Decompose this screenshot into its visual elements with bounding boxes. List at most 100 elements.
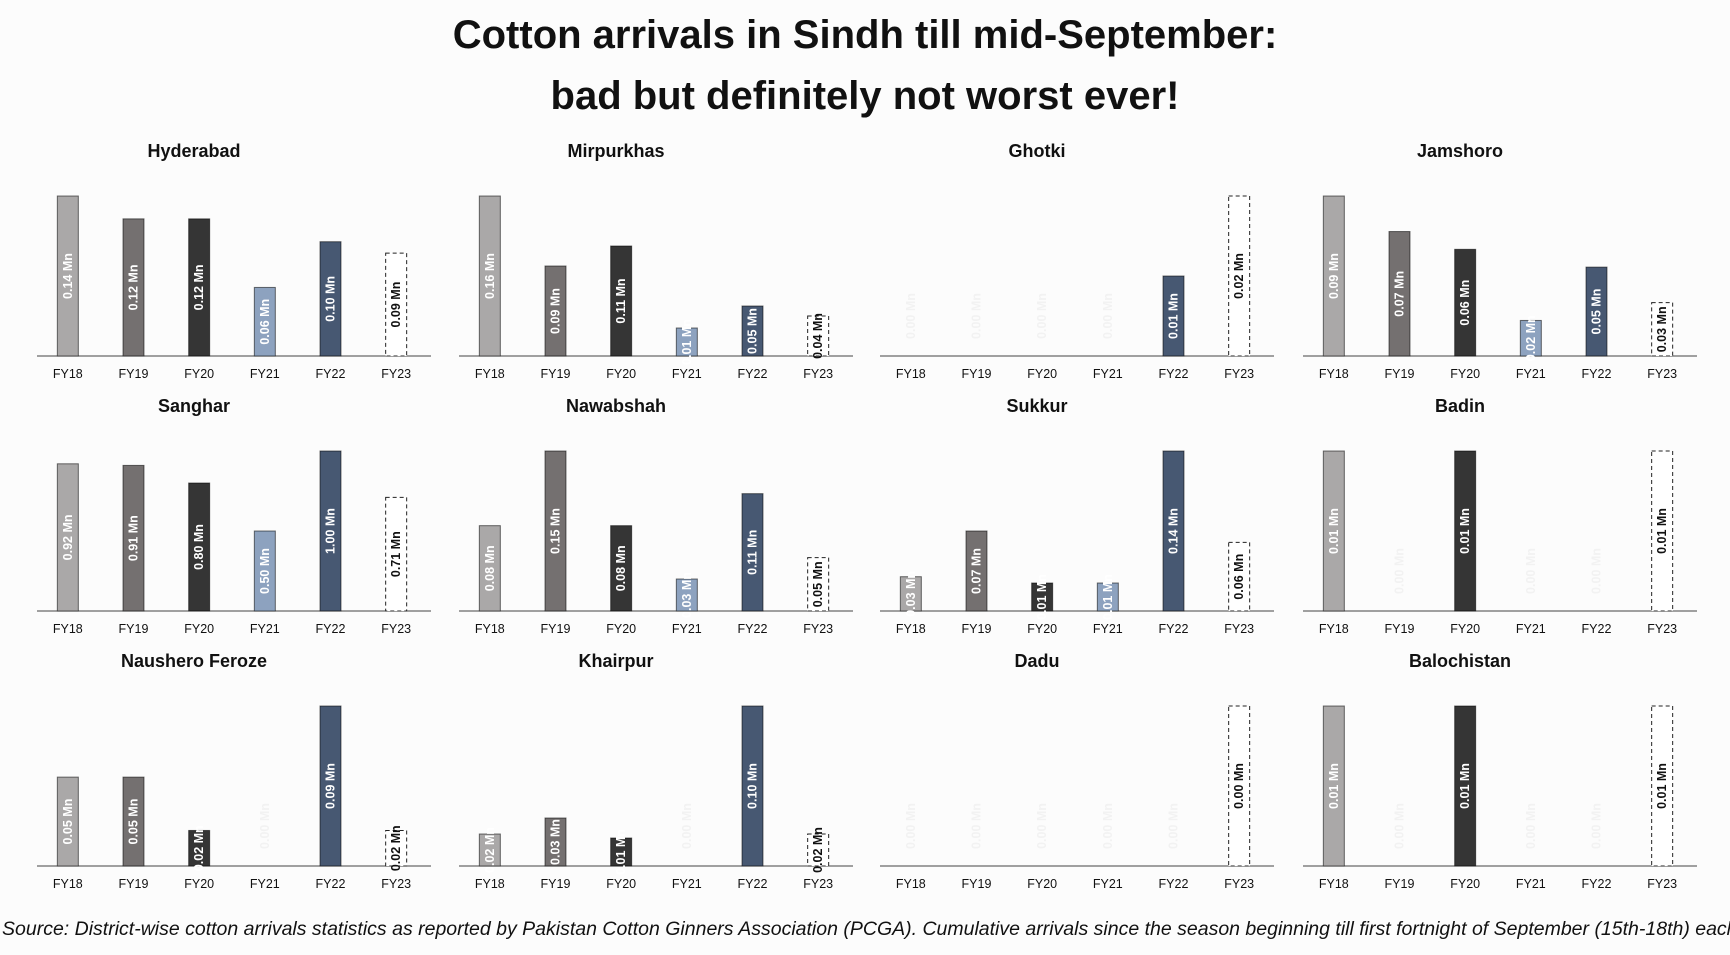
bar-fy18 [56,195,79,357]
bar-fy18 [1322,450,1345,612]
bar-fy18 [56,463,79,612]
x-tick-label: FY19 [1385,622,1415,636]
panel-title: Ghotki [1009,141,1066,161]
bar-label-fy21: 0.00 Mn [1524,548,1538,594]
bar-label-fy19: 0.03 Mn [549,819,563,865]
bar-label-fy22: 0.10 Mn [746,763,760,809]
bar-fy23 [807,833,830,867]
bar-label-fy21: 0.06 Mn [258,299,272,345]
bar-label-fy19: 0.15 Mn [549,508,563,554]
x-tick-label: FY18 [53,622,83,636]
x-tick-label: FY23 [1224,877,1254,891]
bar-label-fy18: 0.01 Mn [1327,763,1341,809]
panel-title: Mirpurkhas [567,141,664,161]
bar-fy19 [544,817,567,867]
x-tick-label: FY19 [962,877,992,891]
panel-title: Hyderabad [147,141,240,161]
chart-title-line-2: bad but definitely not worst ever! [550,74,1180,118]
bar-fy21 [253,286,276,357]
x-tick-label: FY20 [606,622,636,636]
bar-label-fy21: 0.00 Mn [1524,803,1538,849]
bar-label-fy18: 0.00 Mn [904,803,918,849]
bar-fy23 [385,496,408,612]
x-tick-label: FY20 [1027,367,1057,381]
bar-fy20 [1454,248,1477,357]
bar-fy22 [1585,266,1608,357]
x-tick-label: FY22 [1582,367,1612,381]
bar-fy22 [741,705,764,867]
panel-title: Jamshoro [1417,141,1503,161]
bar-label-fy18: 0.09 Mn [1327,253,1341,299]
x-tick-label: FY20 [606,367,636,381]
x-tick-label: FY22 [316,622,346,636]
bar-label-fy22: 0.11 Mn [746,530,760,575]
x-tick-label: FY18 [896,877,926,891]
x-tick-label: FY18 [475,367,505,381]
bar-label-fy18: 0.08 Mn [483,545,497,591]
bar-label-fy21: 0.00 Mn [258,803,272,849]
bar-label-fy20: 0.00 Mn [1035,803,1049,849]
bar-label-fy21: 0.01 Mn [1101,574,1115,620]
x-tick-label: FY21 [250,367,280,381]
x-tick-label: FY22 [738,877,768,891]
bar-fy19 [965,530,988,612]
bar-fy20 [1031,582,1054,612]
x-tick-label: FY21 [250,877,280,891]
x-tick-label: FY18 [896,622,926,636]
bar-label-fy22: 0.00 Mn [1167,803,1181,849]
bar-label-fy19: 0.09 Mn [549,288,563,334]
bar-label-fy19: 0.12 Mn [127,264,141,310]
bar-fy22 [1162,275,1185,357]
panel-title: Sukkur [1006,396,1067,416]
bar-fy20 [610,837,633,867]
bar-label-fy22: 1.00 Mn [324,508,338,554]
bar-label-fy23: 0.01 Mn [1655,763,1669,809]
x-tick-label: FY23 [381,622,411,636]
panel-naushero-feroze: Naushero Feroze 0.05 Mn FY18 0.05 Mn FY19 0.0… [37,651,431,891]
bar-label-fy18: 0.14 Mn [61,253,75,299]
bar-label-fy21: 0.50 Mn [258,548,272,594]
bar-fy18 [56,776,79,867]
bar-label-fy19: 0.91 Mn [127,515,141,561]
bar-fy19 [1388,231,1411,357]
bar-fy22 [319,705,342,867]
x-tick-label: FY18 [475,877,505,891]
x-tick-label: FY21 [1093,367,1123,381]
bar-fy21 [1519,319,1542,357]
bar-fy20 [610,245,633,357]
bar-label-fy22: 0.14 Mn [1167,508,1181,554]
x-tick-label: FY20 [184,367,214,381]
bar-label-fy23: 0.00 Mn [1232,763,1246,809]
bar-fy18 [478,195,501,357]
x-tick-label: FY19 [541,877,571,891]
panel-title: Balochistan [1409,651,1511,671]
bar-fy23 [385,252,408,357]
bar-label-fy18: 0.16 Mn [483,253,497,299]
bar-label-fy18: 0.05 Mn [61,799,75,845]
bar-fy23 [1651,705,1674,867]
panel-title: Sanghar [158,396,230,416]
panel-title: Naushero Feroze [121,651,267,671]
panel-title: Khairpur [578,651,653,671]
bar-fy19 [544,450,567,612]
x-tick-label: FY21 [672,877,702,891]
bar-label-fy20: 0.01 Mn [1035,574,1049,620]
bar-label-fy18: 0.02 Mn [483,827,497,873]
x-tick-label: FY22 [1159,367,1189,381]
x-tick-label: FY19 [119,367,149,381]
bar-label-fy22: 0.05 Mn [1590,289,1604,335]
bar-fy20 [1454,705,1477,867]
panel-jamshoro: Jamshoro 0.09 Mn FY18 0.07 Mn FY19 0.06 Mn FY2… [1303,141,1697,381]
panel-sanghar: Sanghar 0.92 Mn FY18 0.91 Mn FY19 0.80 Mn FY20… [37,396,431,636]
bar-fy19 [122,218,145,357]
x-tick-label: FY21 [672,367,702,381]
bar-label-fy22: 0.00 Mn [1590,548,1604,594]
panel-sukkur: Sukkur 0.03 Mn FY18 0.07 Mn FY19 0.01 Mn FY20 0… [880,396,1274,636]
panel-badin: Badin 0.01 Mn FY18 0.00 Mn FY19 0.01 Mn FY20 0.… [1303,396,1697,636]
x-tick-label: FY22 [316,877,346,891]
panel-dadu: Dadu 0.00 Mn FY18 0.00 Mn FY19 0.00 Mn FY20 0.0… [880,651,1274,891]
bar-label-fy19: 0.07 Mn [1393,271,1407,317]
bar-fy23 [1228,705,1251,867]
bar-label-fy22: 0.10 Mn [324,276,338,322]
